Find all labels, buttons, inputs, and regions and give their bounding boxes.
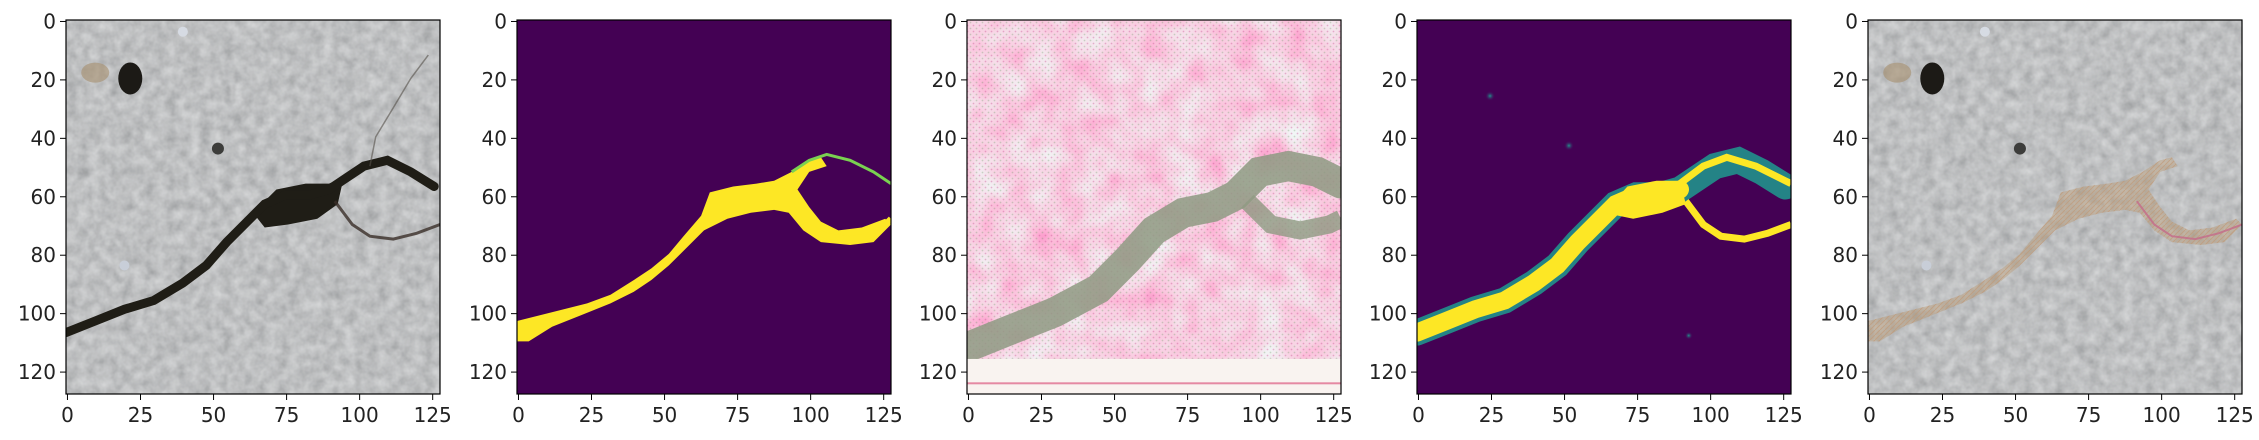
y-tick-label: 40 (1382, 126, 1407, 150)
y-tick-label: 100 (18, 302, 56, 326)
x-tick-label: 0 (512, 403, 525, 427)
x-tick-label: 75 (2076, 403, 2101, 427)
y-tick-label: 60 (1382, 185, 1407, 209)
x-tick-label: 0 (1863, 403, 1876, 427)
x-tick-label: 75 (1175, 403, 1200, 427)
y-tick-label: 20 (482, 68, 507, 92)
panel-image-overlay (1868, 20, 2242, 394)
panel-frame (1416, 19, 1792, 395)
panel-2: 0 25 50 75 100 125 0 20 40 60 80 100 120 (469, 9, 903, 427)
y-tick-label: 0 (944, 9, 957, 33)
x-tick-label: 50 (201, 403, 226, 427)
overlay-crack-highlight (1868, 157, 2242, 342)
y-tick-label: 20 (932, 68, 957, 92)
x-tick-label: 25 (1479, 403, 1504, 427)
gradient-crack-band (967, 150, 1341, 363)
y-tick-label: 80 (932, 243, 957, 267)
panel-image-prediction (1417, 20, 1791, 394)
x-tick-label: 50 (2003, 403, 2028, 427)
pit-hole (118, 62, 143, 95)
panel-image-photo (66, 20, 440, 394)
x-tick-label: 0 (1412, 403, 1425, 427)
x-tick-label: 25 (1029, 403, 1054, 427)
y-tick-label: 80 (1382, 243, 1407, 267)
y-tick-label: 120 (18, 360, 56, 384)
mask-crack (517, 157, 891, 342)
x-tick-label: 100 (1692, 403, 1730, 427)
panel-image-gradient (967, 20, 1341, 394)
x-tick-label: 125 (1315, 403, 1353, 427)
x-tick-label: 100 (2143, 403, 2181, 427)
x-tick-label: 100 (341, 403, 379, 427)
y-tick-label: 100 (919, 302, 957, 326)
y-tick-label: 100 (1820, 302, 1858, 326)
panel-frame (966, 19, 1342, 395)
x-tick-label: 125 (2216, 403, 2254, 427)
x-tick-label: 25 (1930, 403, 1955, 427)
x-tick-label: 125 (1765, 403, 1803, 427)
gradient-bottom-band (967, 358, 1341, 394)
panel-frame (1867, 19, 2243, 395)
y-tick-label: 20 (1833, 68, 1858, 92)
x-tick-label: 50 (1102, 403, 1127, 427)
x-tick-label: 125 (414, 403, 452, 427)
x-tick-label: 50 (1552, 403, 1577, 427)
y-tick-label: 40 (1833, 126, 1858, 150)
y-tick-label: 0 (494, 9, 507, 33)
x-tick-label: 0 (962, 403, 975, 427)
y-tick-label: 20 (1382, 68, 1407, 92)
x-tick-label: 75 (274, 403, 299, 427)
x-tick-label: 0 (61, 403, 74, 427)
mask-background (517, 20, 891, 394)
panel-frame (65, 19, 441, 395)
x-tick-label: 125 (865, 403, 903, 427)
x-tick-label: 50 (652, 403, 677, 427)
panel-1: 0 25 50 75 100 125 0 20 40 60 80 100 120 (18, 9, 452, 427)
crack-line (66, 155, 439, 338)
y-tick-label: 0 (1845, 9, 1858, 33)
y-tick-label: 60 (482, 185, 507, 209)
y-tick-label: 120 (469, 360, 507, 384)
pit-hole (1920, 62, 1945, 95)
panel-5: 0 25 50 75 100 125 0 20 40 60 80 100 120 (1820, 9, 2254, 427)
panel-4: 0 25 50 75 100 125 0 20 40 60 80 100 120 (1369, 9, 1803, 427)
x-tick-label: 25 (128, 403, 153, 427)
y-tick-label: 100 (1369, 302, 1407, 326)
y-tick-label: 120 (1369, 360, 1407, 384)
y-tick-label: 60 (31, 185, 56, 209)
y-tick-label: 80 (482, 243, 507, 267)
panel-3: 0 25 50 75 100 125 0 20 40 60 80 100 120 (919, 9, 1353, 427)
y-tick-label: 120 (1820, 360, 1858, 384)
panel-image-mask (517, 20, 891, 394)
y-tick-label: 40 (482, 126, 507, 150)
panel-frame (516, 19, 892, 395)
x-tick-label: 75 (725, 403, 750, 427)
y-tick-label: 20 (31, 68, 56, 92)
x-tick-label: 25 (579, 403, 604, 427)
y-tick-label: 60 (1833, 185, 1858, 209)
y-tick-label: 60 (932, 185, 957, 209)
x-tick-label: 75 (1625, 403, 1650, 427)
y-tick-label: 80 (31, 243, 56, 267)
y-tick-label: 100 (469, 302, 507, 326)
y-tick-label: 40 (932, 126, 957, 150)
y-tick-label: 0 (43, 9, 56, 33)
x-tick-label: 100 (792, 403, 830, 427)
y-tick-label: 0 (1394, 9, 1407, 33)
y-tick-label: 40 (31, 126, 56, 150)
x-tick-label: 100 (1242, 403, 1280, 427)
y-tick-label: 120 (919, 360, 957, 384)
y-tick-label: 80 (1833, 243, 1858, 267)
